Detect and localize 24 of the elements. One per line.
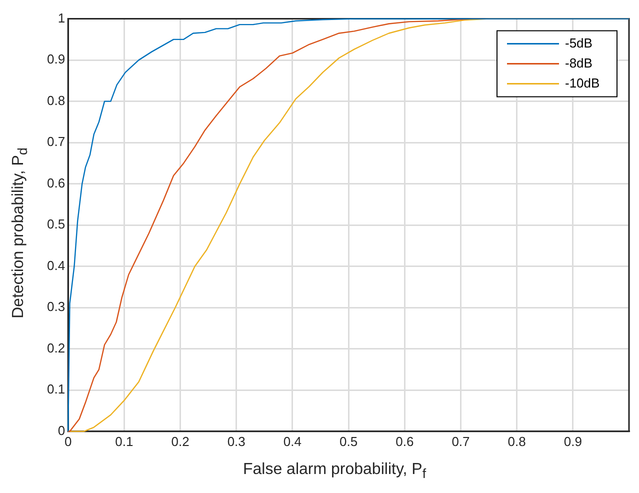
x-tick-label: 0.4: [283, 434, 302, 449]
y-tick-label: 0.8: [46, 92, 66, 108]
y-tick-label: 0.4: [46, 258, 66, 273]
x-axis-title: False alarm probability, P$_{f}$: [242, 460, 428, 481]
x-tick-label: 0.5: [339, 434, 358, 449]
x-tick-label: 0.3: [227, 434, 246, 449]
y-tick-label: 0.3: [46, 299, 66, 314]
y-tick-label: 0.6: [46, 175, 66, 190]
legend-label: -10dB: [565, 75, 600, 90]
x-tick-label: 0.6: [396, 434, 414, 449]
x-tick-label: 0.2: [171, 434, 190, 449]
y-tick-label: 0.2: [46, 340, 66, 356]
legend-label: -8dB: [565, 55, 592, 70]
x-tick-label: 0.9: [564, 434, 582, 449]
y-tick-label: 1: [58, 10, 66, 26]
y-tick-label: 0.9: [46, 52, 66, 67]
y-tick-label: 0: [58, 422, 66, 438]
y-tick-label: 0.7: [46, 134, 66, 150]
x-tick-label: 0.8: [508, 434, 526, 449]
x-tick-label: 0.7: [452, 434, 470, 449]
y-tick-label: 0.5: [46, 216, 66, 232]
y-tick-label: 0.1: [46, 382, 66, 397]
x-tick-label: 0.1: [115, 434, 134, 449]
legend-label: -5dB: [565, 35, 592, 50]
